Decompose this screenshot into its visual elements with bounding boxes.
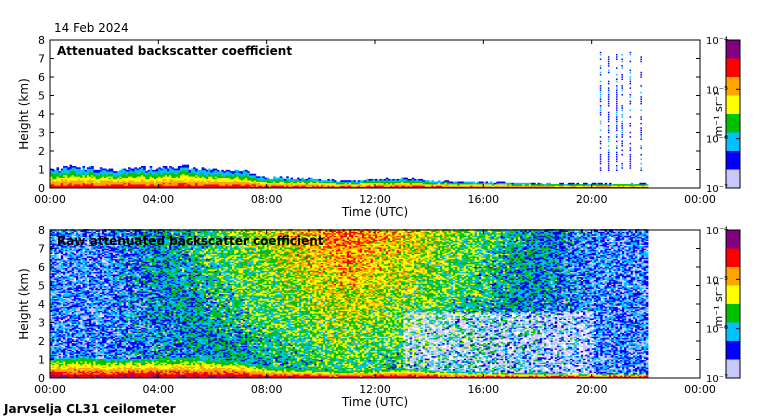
y-tick-label: 7 bbox=[38, 243, 45, 256]
y-tick-label: 8 bbox=[38, 34, 45, 47]
colorbar-segment bbox=[726, 267, 740, 286]
heatmap-field bbox=[50, 229, 649, 379]
colorbar-segment bbox=[726, 341, 740, 360]
colorbar-segment bbox=[726, 230, 740, 249]
y-tick-label: 6 bbox=[38, 261, 45, 274]
colorbar-segment bbox=[726, 359, 740, 379]
y-tick-label: 5 bbox=[38, 90, 45, 103]
colorbar-tick-label: 10⁻⁵ bbox=[706, 85, 728, 96]
y-tick-label: 5 bbox=[38, 280, 45, 293]
colorbar-segment bbox=[726, 151, 740, 170]
panels-group: 00:00 04:00 08:00 12:00 16:00 20:00 00:0001234… bbox=[17, 34, 741, 409]
colorbar-segment bbox=[726, 40, 740, 59]
x-tick-label: 04:00 bbox=[142, 193, 174, 206]
footer-label: Jarvselja CL31 ceilometer bbox=[3, 402, 176, 416]
date-label: 14 Feb 2024 bbox=[54, 21, 129, 35]
y-axis-label: Height (km) bbox=[17, 78, 31, 149]
x-axis-label: Time (UTC) bbox=[341, 395, 408, 409]
x-tick-label: 00:00 bbox=[34, 383, 66, 396]
y-tick-label: 2 bbox=[38, 335, 45, 348]
colorbar-tick-label: 10⁻⁵ bbox=[706, 275, 728, 286]
colorbar-frame bbox=[725, 229, 741, 379]
colorbar-segment bbox=[726, 132, 740, 152]
y-tick-label: 6 bbox=[38, 71, 45, 84]
x-tick-label: 20:00 bbox=[576, 193, 608, 206]
x-tick-label: 00:00 bbox=[684, 383, 716, 396]
x-tick-label: 16:00 bbox=[467, 383, 499, 396]
y-tick-label: 4 bbox=[38, 298, 45, 311]
colorbar-label: m⁻¹ sr⁻¹ bbox=[712, 92, 725, 137]
x-tick-label: 16:00 bbox=[467, 193, 499, 206]
y-tick-label: 3 bbox=[38, 127, 45, 140]
colorbar-tick-label: 10⁻⁶ bbox=[706, 325, 728, 336]
colorbar-tick-label: 10⁻⁷ bbox=[706, 374, 728, 385]
y-tick-label: 2 bbox=[38, 145, 45, 158]
y-tick-label: 0 bbox=[38, 182, 45, 195]
x-tick-label: 04:00 bbox=[142, 383, 174, 396]
colorbar-tick-label: 10⁻⁶ bbox=[706, 135, 728, 146]
plot-area bbox=[50, 40, 700, 188]
colorbar-segment bbox=[726, 58, 740, 78]
colorbar-frame bbox=[725, 39, 741, 189]
colorbar-segment bbox=[726, 114, 740, 133]
colorbar-segment bbox=[726, 169, 740, 189]
y-tick-label: 7 bbox=[38, 53, 45, 66]
chart-panel-1: 00:00 04:00 08:00 12:00 16:00 20:00 00:0001234… bbox=[17, 34, 741, 219]
colorbar-segment bbox=[726, 248, 740, 268]
y-tick-label: 3 bbox=[38, 317, 45, 330]
y-tick-label: 1 bbox=[38, 164, 45, 177]
y-tick-label: 8 bbox=[38, 224, 45, 237]
chart-panel-2: 00:00 04:00 08:00 12:00 16:00 20:00 00:0001234… bbox=[17, 224, 741, 409]
x-tick-label: 00:00 bbox=[684, 193, 716, 206]
colorbar-tick-label: 10⁻⁷ bbox=[706, 184, 728, 195]
x-tick-label: 08:00 bbox=[251, 193, 283, 206]
x-axis-label: Time (UTC) bbox=[341, 205, 408, 219]
colorbar-segment bbox=[726, 95, 740, 115]
chart-title: Raw attenuated backscatter coefficient bbox=[57, 234, 324, 248]
colorbar-tick-label: 10⁻⁴ bbox=[706, 36, 728, 47]
colorbar-tick-label: 10⁻⁴ bbox=[706, 226, 728, 237]
x-tick-label: 20:00 bbox=[576, 383, 608, 396]
colorbar-segment bbox=[726, 304, 740, 323]
colorbar-segment bbox=[726, 322, 740, 342]
x-tick-label: 12:00 bbox=[359, 383, 391, 396]
x-tick-label: 00:00 bbox=[34, 193, 66, 206]
y-tick-label: 1 bbox=[38, 354, 45, 367]
y-tick-label: 0 bbox=[38, 372, 45, 385]
colorbar: 10⁻⁴ 10⁻⁵ 10⁻⁶ 10⁻⁷ m⁻¹ sr⁻¹ bbox=[706, 36, 741, 195]
colorbar-segment bbox=[726, 285, 740, 305]
y-axis-label: Height (km) bbox=[17, 268, 31, 339]
colorbar-segment bbox=[726, 77, 740, 96]
x-tick-label: 08:00 bbox=[251, 383, 283, 396]
y-tick-label: 4 bbox=[38, 108, 45, 121]
colorbar-label: m⁻¹ sr⁻¹ bbox=[712, 282, 725, 327]
colorbar: 10⁻⁴ 10⁻⁵ 10⁻⁶ 10⁻⁷ m⁻¹ sr⁻¹ bbox=[706, 226, 741, 385]
x-tick-label: 12:00 bbox=[359, 193, 391, 206]
chart-title: Attenuated backscatter coefficient bbox=[57, 44, 292, 58]
